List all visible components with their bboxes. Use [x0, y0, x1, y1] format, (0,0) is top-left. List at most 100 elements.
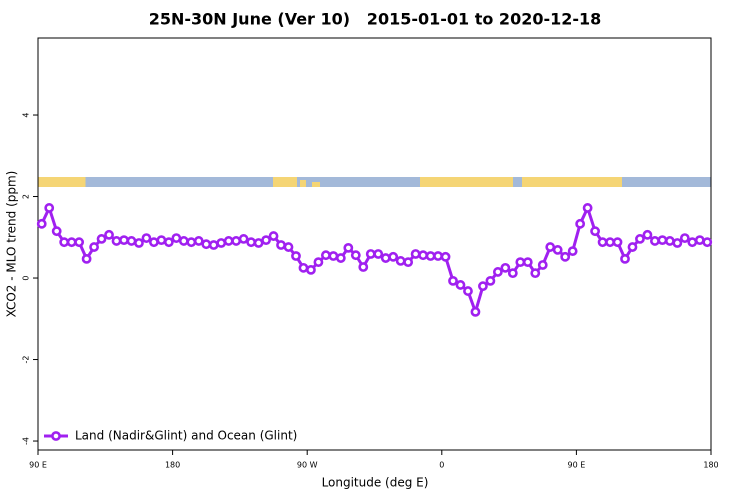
- data-point: [478, 281, 488, 292]
- data-point: [687, 237, 698, 248]
- data-point: [111, 236, 122, 246]
- data-point: [702, 237, 713, 248]
- data-point: [694, 235, 705, 246]
- data-point: [575, 218, 586, 229]
- data-point: [365, 249, 376, 259]
- legend-label: Land (Nadir&Glint) and Ocean (Glint): [75, 429, 297, 443]
- data-point: [74, 237, 85, 248]
- data-point: [650, 236, 660, 246]
- y-axis-label: XCO2 - MLO trend (ppm): [5, 171, 19, 318]
- data-point: [500, 262, 511, 273]
- y-tick-label: -4: [22, 437, 31, 445]
- data-point: [104, 229, 114, 240]
- data-point: [268, 231, 279, 241]
- data-point: [231, 236, 242, 246]
- y-tick-label: 4: [22, 112, 31, 117]
- land-ocean-strip: [38, 177, 711, 187]
- data-point: [470, 306, 481, 317]
- data-point: [642, 229, 653, 240]
- data-point: [635, 234, 645, 244]
- data-point: [119, 235, 129, 246]
- data-point: [530, 268, 541, 279]
- data-point: [433, 251, 443, 261]
- data-point: [507, 268, 518, 279]
- data-point: [515, 257, 526, 268]
- data-point: [44, 203, 55, 213]
- data-point: [238, 234, 249, 244]
- data-point: [455, 280, 466, 290]
- data-point: [246, 237, 257, 248]
- data-point: [657, 235, 668, 246]
- data-point: [537, 260, 548, 270]
- data-point: [395, 256, 406, 266]
- data-point: [276, 240, 286, 250]
- data-point: [313, 257, 324, 268]
- data-point: [89, 242, 99, 252]
- data-point: [620, 253, 630, 264]
- chart-title: 25N-30N June (Ver 10) 2015-01-01 to 2020…: [149, 10, 602, 29]
- data-point: [560, 251, 571, 262]
- data-point: [335, 253, 346, 263]
- x-tick-label: 90 E: [568, 461, 586, 470]
- data-point: [522, 257, 533, 268]
- data-point: [672, 238, 683, 248]
- data-point: [186, 237, 197, 248]
- data-point: [298, 262, 309, 273]
- y-tick-label: 0: [22, 275, 31, 280]
- data-point: [358, 262, 369, 272]
- data-point: [36, 218, 47, 229]
- data-point: [590, 226, 600, 237]
- data-point: [418, 250, 429, 261]
- data-point: [291, 251, 301, 261]
- data-point: [485, 275, 496, 286]
- data-point: [545, 242, 556, 252]
- data-point: [66, 237, 77, 248]
- data-point: [679, 233, 690, 243]
- data-point: [216, 238, 227, 248]
- data-point: [425, 251, 436, 261]
- x-tick-label: 90 E: [29, 461, 47, 470]
- legend-marker: [51, 431, 61, 441]
- data-point: [373, 249, 384, 259]
- data-point: [163, 237, 174, 248]
- data-point: [664, 236, 675, 246]
- data-point: [380, 253, 391, 263]
- x-tick-label: 0: [439, 461, 444, 470]
- data-point: [350, 250, 361, 261]
- data-point: [612, 237, 623, 248]
- y-tick-label: 2: [22, 194, 31, 199]
- data-point: [582, 203, 593, 213]
- x-tick-label: 180: [165, 461, 180, 470]
- data-point: [156, 235, 167, 246]
- data-point: [201, 239, 212, 250]
- data-point: [208, 240, 219, 250]
- x-tick-label: 180: [703, 461, 718, 470]
- data-point: [126, 236, 137, 246]
- data-point: [328, 251, 339, 261]
- data-point: [261, 235, 271, 246]
- data-point: [171, 233, 182, 243]
- y-tick-label: -2: [22, 356, 31, 364]
- data-point: [253, 238, 264, 248]
- data-point: [597, 237, 608, 248]
- x-tick-label: 90 W: [297, 461, 318, 470]
- data-point: [178, 236, 189, 246]
- x-axis-label: Longitude (deg E): [322, 476, 429, 490]
- data-point: [81, 253, 92, 264]
- data-point: [134, 238, 144, 248]
- data-point: [149, 237, 159, 248]
- data-point: [448, 275, 458, 286]
- data-point: [343, 242, 354, 253]
- data-point: [552, 245, 563, 255]
- data-point: [96, 234, 107, 244]
- data-point: [59, 237, 70, 248]
- data-point: [141, 233, 152, 243]
- data-point: [320, 250, 331, 261]
- data-point: [283, 242, 294, 252]
- data-point: [51, 226, 62, 237]
- data-point: [492, 267, 503, 277]
- data-point: [223, 236, 234, 246]
- data-point: [440, 251, 451, 262]
- data-point: [605, 237, 615, 248]
- data-point: [410, 249, 421, 259]
